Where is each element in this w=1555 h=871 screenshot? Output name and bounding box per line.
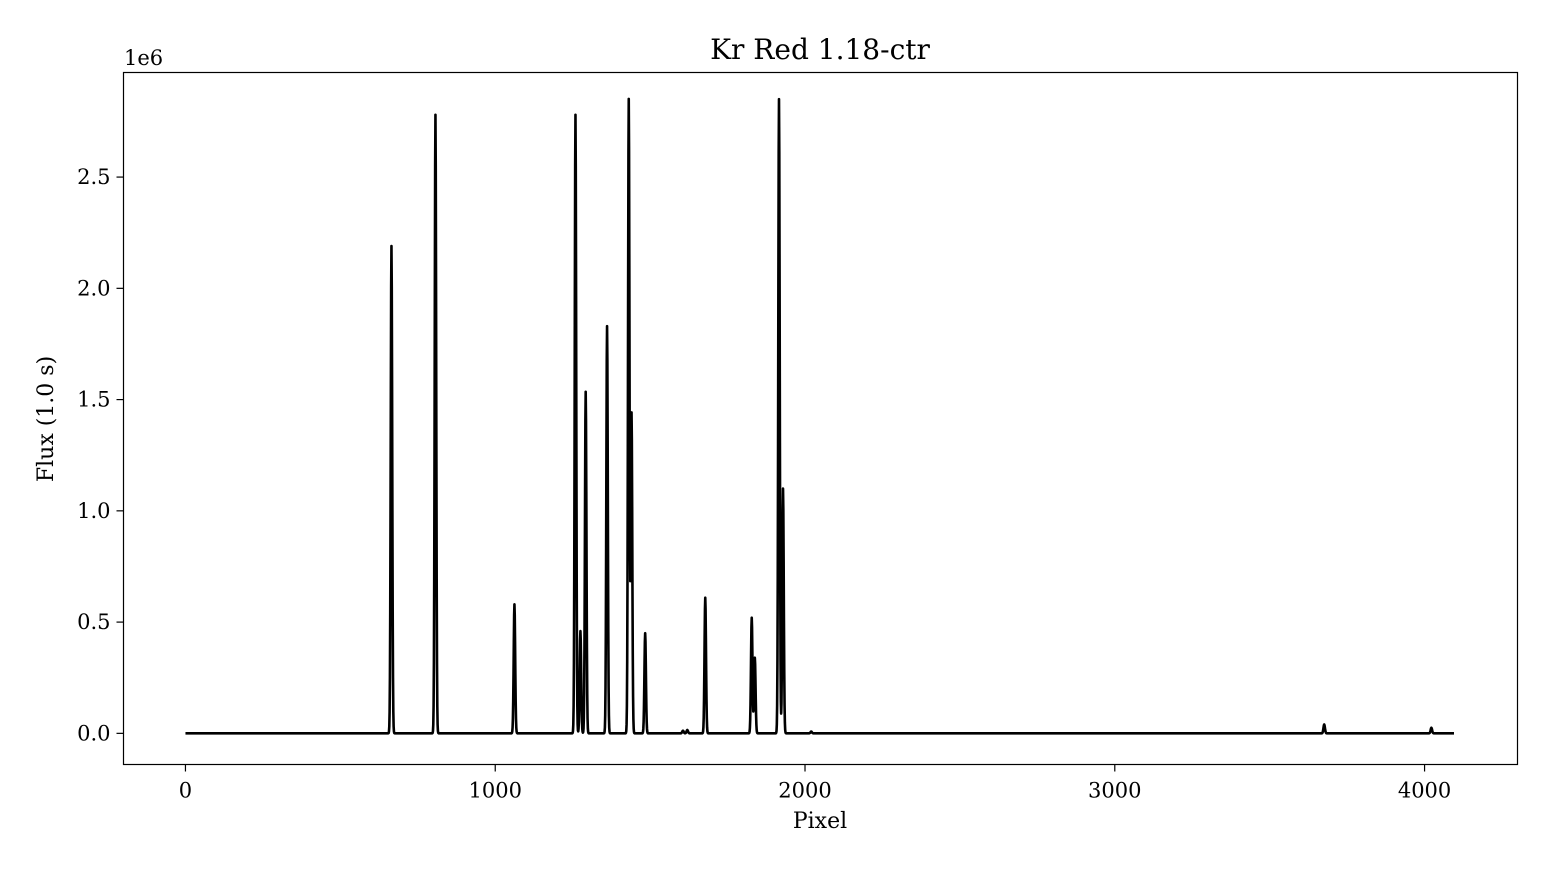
y-offset-text: 1e6 — [124, 46, 163, 70]
chart-title: Kr Red 1.18-ctr — [710, 33, 930, 66]
x-tick-label: 2000 — [778, 779, 831, 803]
x-tick-label: 4000 — [1398, 779, 1451, 803]
y-axis-ticks: 0.0 0.5 1.0 1.5 2.0 2.5 — [77, 165, 123, 745]
y-tick-label: 2.5 — [77, 165, 110, 189]
plot-group — [185, 99, 1454, 733]
y-axis-label: Flux (1.0 s) — [34, 356, 59, 482]
y-tick-label: 0.5 — [77, 610, 110, 634]
x-tick-label: 3000 — [1088, 779, 1141, 803]
plot-area — [124, 73, 1518, 765]
y-tick-label: 1.0 — [77, 499, 110, 523]
x-axis-label: Pixel — [793, 809, 847, 834]
x-axis-ticks: 0 1000 2000 3000 4000 — [179, 765, 1452, 803]
spectrum-line — [185, 99, 1454, 733]
y-tick-label: 0.0 — [77, 721, 110, 745]
x-tick-label: 0 — [179, 779, 192, 803]
y-tick-label: 2.0 — [77, 276, 110, 300]
y-tick-label: 1.5 — [77, 388, 110, 412]
x-tick-label: 1000 — [469, 779, 522, 803]
